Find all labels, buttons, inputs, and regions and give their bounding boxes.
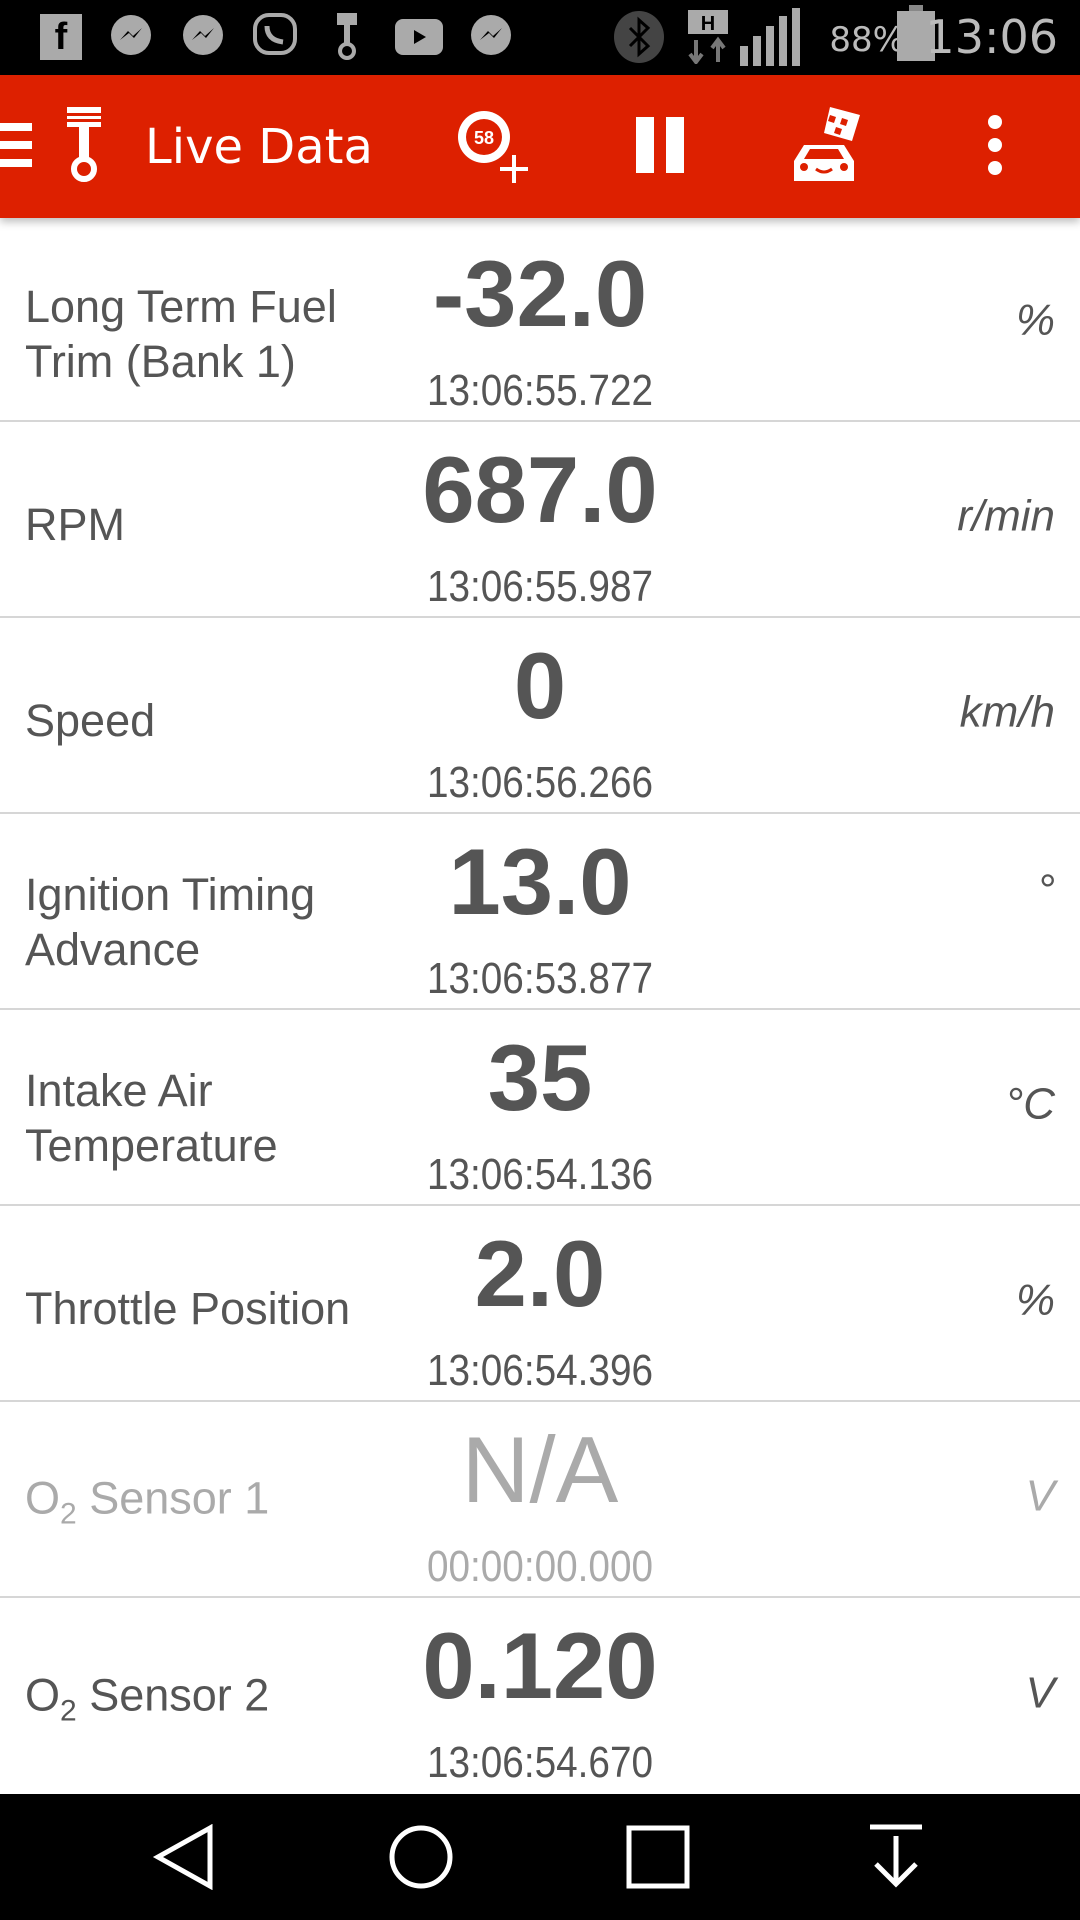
arrow-down-icon <box>870 1824 922 1888</box>
app-toolbar: Live Data 58 <box>0 75 1080 218</box>
home-button[interactable] <box>381 1822 461 1892</box>
pid-value: 0 <box>513 633 567 738</box>
live-data-row[interactable]: O2 Sensor 2 0.120 13:06:54.670 V <box>0 1598 1080 1794</box>
live-data-row[interactable]: RPM 687.0 13:06:55.987 r/min <box>0 422 1080 618</box>
hspa-data-icon: H <box>688 10 732 64</box>
live-data-row[interactable]: Speed 0 13:06:56.266 km/h <box>0 618 1080 814</box>
notification-pull-button[interactable] <box>856 1822 936 1892</box>
add-gauge-button[interactable]: 58 <box>452 105 532 185</box>
pid-label: O2 Sensor 2 <box>25 1669 270 1728</box>
battery-icon <box>897 5 935 61</box>
live-data-row[interactable]: Throttle Position 2.0 13:06:54.396 % <box>0 1206 1080 1402</box>
home-icon <box>389 1825 453 1889</box>
pid-label: Speed <box>25 695 156 746</box>
live-data-row[interactable]: O2 Sensor 1 N/A 00:00:00.000 V <box>0 1402 1080 1598</box>
pid-timestamp: 13:06:54.396 <box>426 1346 654 1395</box>
pid-timestamp: 00:00:00.000 <box>426 1542 654 1591</box>
messenger-icon <box>180 14 226 60</box>
pause-button[interactable] <box>620 105 700 185</box>
pid-label: RPM <box>25 499 125 550</box>
pid-timestamp: 13:06:53.877 <box>426 954 654 1003</box>
live-data-row[interactable]: Long Term Fuel Trim (Bank 1) -32.0 13:06… <box>0 226 1080 422</box>
pid-label: Throttle Position <box>25 1283 351 1334</box>
pid-timestamp: 13:06:54.670 <box>426 1738 654 1787</box>
facebook-icon: f <box>40 14 82 60</box>
messenger-icon <box>468 14 514 60</box>
pid-timestamp: 13:06:55.722 <box>426 366 654 415</box>
back-icon <box>152 1824 213 1890</box>
status-bar: f H 88% 13:06 <box>0 0 1080 75</box>
pid-unit: % <box>1015 1275 1055 1325</box>
pid-value: 35 <box>487 1025 593 1130</box>
more-options-button[interactable] <box>975 105 1015 185</box>
back-button[interactable] <box>144 1822 224 1892</box>
menu-button[interactable] <box>0 105 32 185</box>
pause-icon <box>636 117 684 173</box>
live-data-row[interactable]: Ignition Timing Advance 13.0 13:06:53.87… <box>0 814 1080 1010</box>
pid-timestamp: 13:06:54.136 <box>426 1150 654 1199</box>
pid-timestamp: 13:06:56.266 <box>426 758 654 807</box>
pid-label: Intake Air Temperature <box>25 1065 278 1171</box>
car-race-icon <box>794 107 860 181</box>
pid-unit: % <box>1015 295 1055 345</box>
svg-text:58: 58 <box>474 128 494 148</box>
pid-value: 687.0 <box>422 437 658 542</box>
piston-icon <box>335 13 359 60</box>
recents-icon <box>626 1825 690 1889</box>
pid-label: Ignition Timing Advance <box>25 869 316 975</box>
pid-value: 13.0 <box>448 829 632 934</box>
bluetooth-icon <box>612 11 666 63</box>
pid-value: 0.120 <box>422 1613 658 1718</box>
pid-unit: ° <box>1037 866 1055 915</box>
pid-value: N/A <box>461 1417 619 1522</box>
pid-unit: km/h <box>959 687 1055 737</box>
clock: 13:06 <box>925 10 1058 64</box>
page-title: Live Data <box>145 119 373 175</box>
live-data-row[interactable]: Intake Air Temperature 35 13:06:54.136 °… <box>0 1010 1080 1206</box>
pid-label: Long Term Fuel Trim (Bank 1) <box>25 281 337 387</box>
race-mode-button[interactable] <box>785 105 875 185</box>
pid-unit: V <box>1025 1471 1055 1521</box>
pid-unit: V <box>1025 1668 1055 1718</box>
more-vert-icon <box>988 115 1002 175</box>
youtube-icon <box>395 14 443 60</box>
hamburger-icon <box>0 123 32 167</box>
pid-value: 2.0 <box>474 1221 606 1326</box>
battery-percent: 88% <box>829 20 905 60</box>
navigation-bar <box>0 1794 1080 1920</box>
add-gauge-icon: 58 <box>458 111 528 183</box>
pid-unit: r/min <box>957 491 1055 541</box>
pid-value: -32.0 <box>432 241 648 346</box>
signal-icon <box>740 8 802 66</box>
svg-text:H: H <box>701 13 715 35</box>
viber-icon <box>252 13 298 60</box>
recents-button[interactable] <box>618 1822 698 1892</box>
pid-timestamp: 13:06:55.987 <box>426 562 654 611</box>
messenger-icon <box>108 14 154 60</box>
piston-logo-icon <box>64 105 104 185</box>
pid-unit: °C <box>1005 1079 1055 1129</box>
pid-label: O2 Sensor 1 <box>25 1472 270 1531</box>
